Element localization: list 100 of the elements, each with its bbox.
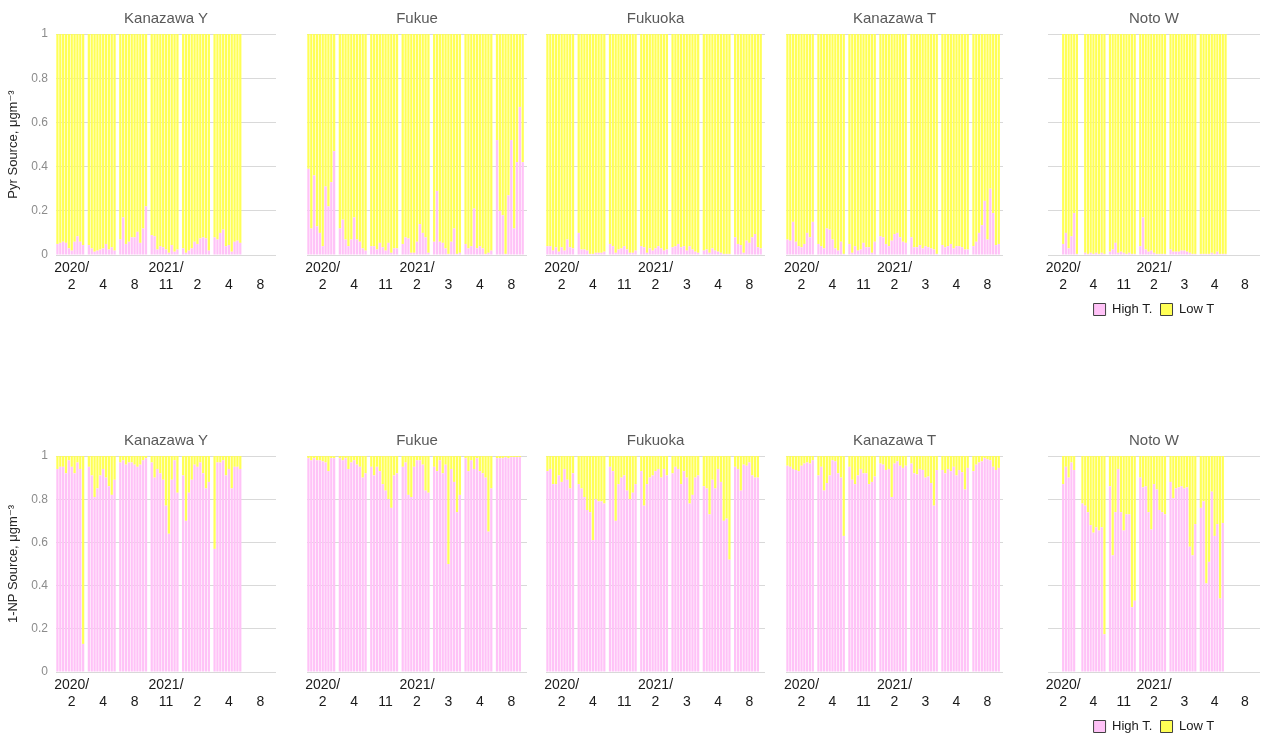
bar <box>159 246 162 255</box>
bar <box>820 466 823 672</box>
bar <box>677 243 680 255</box>
bar <box>464 34 467 244</box>
bar <box>199 462 202 672</box>
bar <box>890 456 893 498</box>
bar <box>438 460 441 672</box>
bar <box>901 467 905 672</box>
bar <box>759 248 762 255</box>
y-tick-label: 0.8 <box>31 70 49 85</box>
bar <box>924 456 927 478</box>
bar <box>794 456 797 471</box>
bar <box>983 200 986 255</box>
x-tick-label: 2021/ 2 <box>399 675 435 710</box>
bar <box>159 473 162 672</box>
bar <box>921 34 924 249</box>
bar <box>381 34 384 248</box>
bar <box>196 456 199 467</box>
bar <box>484 477 487 672</box>
bar <box>557 251 560 255</box>
bar <box>657 468 660 672</box>
bar <box>515 457 519 672</box>
bar <box>817 34 820 244</box>
bar <box>421 464 424 672</box>
bar <box>904 456 907 466</box>
x-tick-label: 2020/ 2 <box>783 675 820 710</box>
bar <box>162 247 165 255</box>
bar <box>789 34 792 241</box>
bar <box>364 456 367 474</box>
bar <box>321 34 324 247</box>
x-tick-label: 2020/ 2 <box>783 258 820 293</box>
bar <box>628 34 632 253</box>
bar <box>797 246 800 255</box>
bar <box>1219 456 1222 599</box>
x-tick-label: 8 <box>507 276 516 293</box>
bar <box>1161 456 1164 513</box>
bar <box>806 232 809 255</box>
legend-label: High T. <box>1112 718 1153 734</box>
x-tick-label: 11 <box>1116 693 1132 710</box>
x-tick-label: 8 <box>983 693 992 710</box>
bar <box>82 245 85 255</box>
bar <box>1169 249 1172 255</box>
bar <box>577 456 580 485</box>
bar <box>806 462 809 672</box>
bar <box>924 246 927 255</box>
bar <box>915 34 919 248</box>
bar <box>139 456 142 465</box>
bar <box>1122 34 1125 253</box>
bar <box>347 34 350 247</box>
bar <box>794 34 797 242</box>
bar <box>64 242 68 255</box>
bar <box>236 456 239 467</box>
bar <box>222 460 225 672</box>
bar <box>182 475 185 672</box>
bar <box>702 34 705 251</box>
bar <box>688 246 691 255</box>
bar <box>435 190 439 255</box>
bar <box>972 34 975 247</box>
bar <box>355 34 359 240</box>
bar <box>355 456 359 465</box>
y-tick-label: 0.4 <box>31 577 49 592</box>
bar <box>842 456 845 536</box>
x-tick-label: 8 <box>507 693 516 710</box>
bar <box>716 468 720 672</box>
bar <box>87 34 90 246</box>
bar <box>1128 514 1131 672</box>
bar <box>96 34 99 251</box>
bar <box>994 470 998 672</box>
bar <box>110 34 113 248</box>
bar <box>1064 232 1067 255</box>
bar <box>552 34 555 251</box>
bar <box>620 248 623 255</box>
bar <box>1221 522 1224 672</box>
bar <box>1150 456 1153 530</box>
bar <box>571 473 575 672</box>
x-tick-label: 4 <box>350 276 359 293</box>
bar <box>67 460 70 672</box>
bar <box>307 168 310 255</box>
bar <box>1169 481 1172 672</box>
bar <box>651 475 654 672</box>
bar <box>580 34 583 250</box>
bar <box>87 245 90 255</box>
bar <box>983 458 986 672</box>
bar <box>475 34 479 249</box>
bar <box>184 456 188 521</box>
bar <box>1133 34 1136 254</box>
bar <box>1081 456 1084 504</box>
bar <box>139 34 142 243</box>
bar <box>216 34 219 240</box>
bar <box>958 246 961 255</box>
bar <box>1202 34 1205 254</box>
bar <box>856 34 859 251</box>
bar <box>1188 34 1191 253</box>
bar <box>961 247 964 255</box>
bar <box>227 468 230 672</box>
bar <box>1130 456 1134 608</box>
bar <box>853 246 857 255</box>
bar <box>1117 34 1120 253</box>
y-tick-label: 0.2 <box>31 621 49 636</box>
chart-title: Kanazawa Y <box>124 9 208 27</box>
